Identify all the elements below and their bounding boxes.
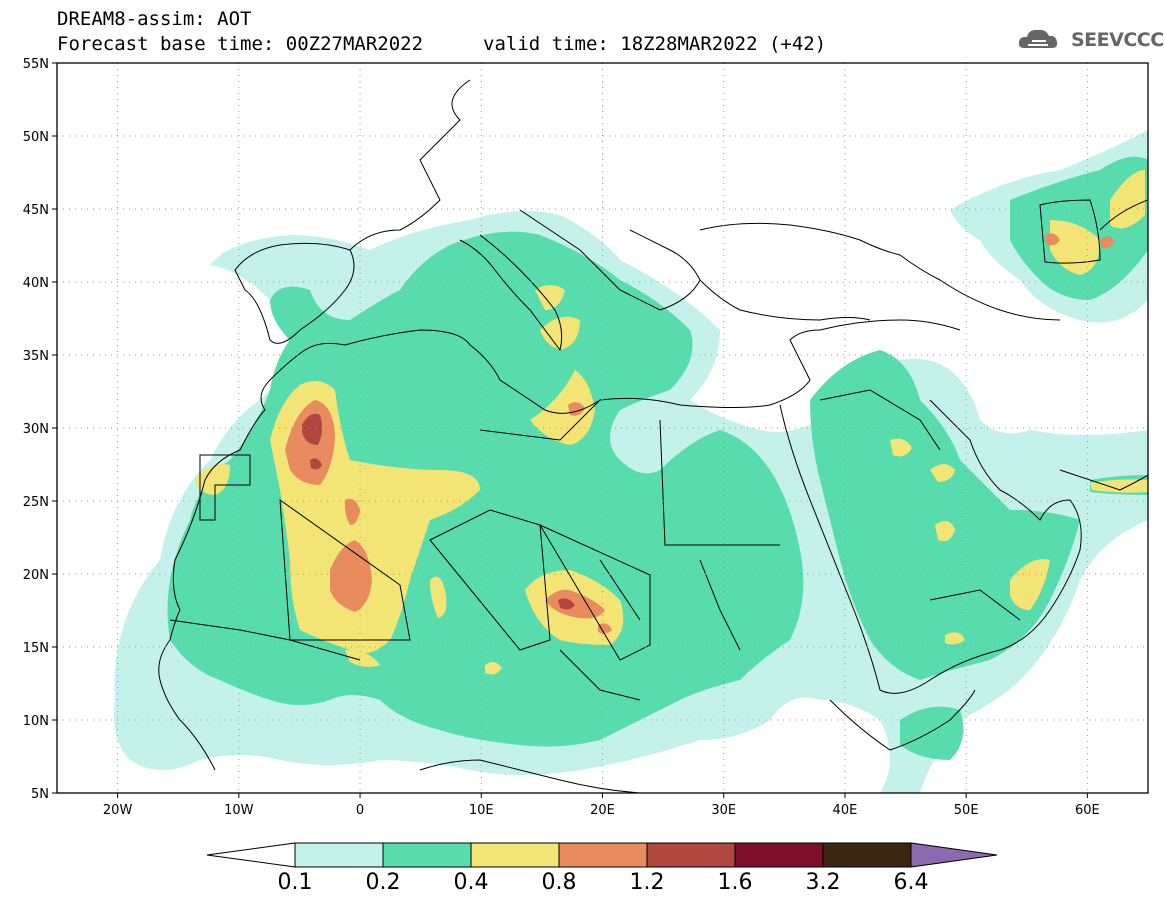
colorbar-label: 1.6 (717, 870, 753, 895)
lat-label: 50N (23, 130, 49, 145)
longitude-labels: 20W 10W 0 10E 20E 30E 40E 50E 60E (103, 803, 1100, 818)
lat-label: 5N (31, 787, 49, 802)
colorbar-label: 6.4 (893, 870, 929, 895)
colorbar-box (734, 842, 824, 868)
lon-label: 60E (1075, 803, 1100, 818)
lat-label: 40N (23, 276, 49, 291)
lat-label: 15N (23, 641, 49, 656)
logo-text: SEEVCCC (1071, 29, 1164, 51)
colorbar-box (470, 842, 560, 868)
forecast-base-time: Forecast base time: 00Z27MAR2022 (57, 33, 424, 55)
latitude-labels: 55N 50N 45N 40N 35N 30N 25N 20N 15N 10N 5N (23, 57, 49, 802)
colorbar-label: 0.4 (453, 870, 489, 895)
colorbar-box (558, 842, 648, 868)
lat-label: 35N (23, 349, 49, 364)
lat-label: 30N (23, 422, 49, 437)
lon-label: 30E (711, 803, 736, 818)
lon-label: 20E (590, 803, 615, 818)
colorbar-label: 1.2 (629, 870, 665, 895)
colorbar-label: 0.1 (277, 870, 313, 895)
colorbar-label: 0.2 (365, 870, 401, 895)
lon-label: 40E (833, 803, 858, 818)
lat-label: 45N (23, 203, 49, 218)
colorbar-low-arrow (206, 842, 296, 868)
colorbar-label: 0.8 (541, 870, 577, 895)
colorbar-box (294, 842, 384, 868)
lon-label: 50E (954, 803, 979, 818)
colorbar-box (382, 842, 472, 868)
colorbar-boxes (206, 842, 998, 868)
colorbar-high-arrow (910, 842, 998, 868)
lon-label: 0 (356, 803, 364, 818)
lat-label: 20N (23, 568, 49, 583)
lon-label: 20W (103, 803, 133, 818)
colorbar-box (646, 842, 736, 868)
lon-label: 10E (469, 803, 494, 818)
lon-label: 10W (224, 803, 254, 818)
cloud-logo-icon (1018, 29, 1058, 48)
axis-ticks (52, 62, 1088, 798)
map-title: DREAM8-assim: AOT (57, 8, 252, 30)
colorbar-label: 3.2 (805, 870, 841, 895)
lat-label: 55N (23, 57, 49, 72)
lat-label: 25N (23, 495, 49, 510)
valid-time: valid time: 18Z28MAR2022 (+42) (483, 33, 827, 55)
aot-level-1.2 (302, 413, 575, 610)
colorbar-box (822, 842, 912, 868)
lat-label: 10N (23, 714, 49, 729)
coastlines (158, 79, 1148, 793)
aot-fields (114, 130, 1148, 793)
